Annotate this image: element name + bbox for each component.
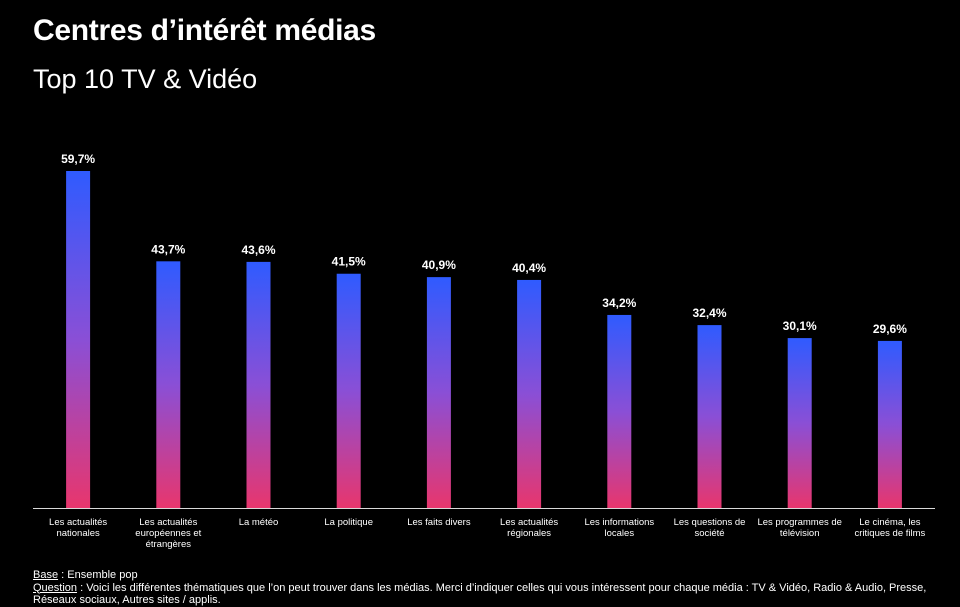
category-label-line: La météo [239,517,279,528]
category-label: Les actualités européennes et étrangères [135,517,201,550]
bar [517,279,542,508]
bar [156,261,181,508]
data-label: 29,6% [873,322,907,336]
category-label-line: régionales [507,528,551,539]
question-text: : Voici les différentes thématiques que … [33,581,927,607]
base-key: Base [33,569,59,581]
category-label-line: Les faits divers [407,517,471,528]
question-note: Question : Voici les différentes thémati… [33,582,933,607]
base-text: : Ensemble pop [58,569,138,581]
category-label: Les faits divers [407,517,471,528]
bar [787,338,812,508]
category-label: Les actualités nationales [49,517,107,539]
category-label: Les informations locales [584,517,654,539]
category-label: La politique [324,517,373,528]
category-label-line: locales [605,528,635,539]
category-label-line: Les actualités [500,517,558,528]
category-label-line: européennes et [135,528,201,539]
category-label-line: Les programmes de [757,517,841,528]
category-label-line: nationales [56,528,100,539]
bar [336,273,361,508]
data-label: 40,9% [422,258,456,272]
category-label-line: Les informations [584,517,654,528]
category-label: Les actualités régionales [500,517,558,539]
page-subtitle: Top 10 TV & Vidéo [33,64,258,94]
category-label: Les questions de société [674,517,746,539]
data-label: 41,5% [332,255,366,269]
category-label: Les programmes de télévision [757,517,841,539]
footnote: Base : Ensemble pop Question : Voici les… [33,569,933,607]
category-label-line: Le cinéma, les [859,517,921,528]
question-key: Question [33,581,78,594]
bar [877,340,902,508]
category-label-line: Les actualités [49,517,107,528]
category-label-line: télévision [780,528,820,539]
category-label: La météo [239,517,279,528]
category-label-line: étrangères [146,539,192,550]
category-label-line: La politique [324,517,373,528]
bar [246,261,271,508]
data-label: 43,6% [241,243,275,257]
data-label: 32,4% [692,306,726,320]
category-label: Le cinéma, les critiques de films [855,517,926,539]
data-label: 34,2% [602,296,636,310]
page-title: Centres d’intérêt médias [33,14,376,47]
category-label-line: critiques de films [855,528,926,539]
data-label: 30,1% [783,319,817,333]
data-label: 59,7% [61,152,95,166]
data-label: 43,7% [151,242,185,256]
category-label-line: société [694,528,724,539]
bar [66,171,91,508]
category-label-line: Les questions de [674,517,746,528]
bar [607,314,632,508]
data-label: 40,4% [512,261,546,275]
category-label-line: Les actualités [139,517,197,528]
bar [426,277,451,508]
base-note: Base : Ensemble pop [33,569,933,582]
bar [697,325,722,508]
